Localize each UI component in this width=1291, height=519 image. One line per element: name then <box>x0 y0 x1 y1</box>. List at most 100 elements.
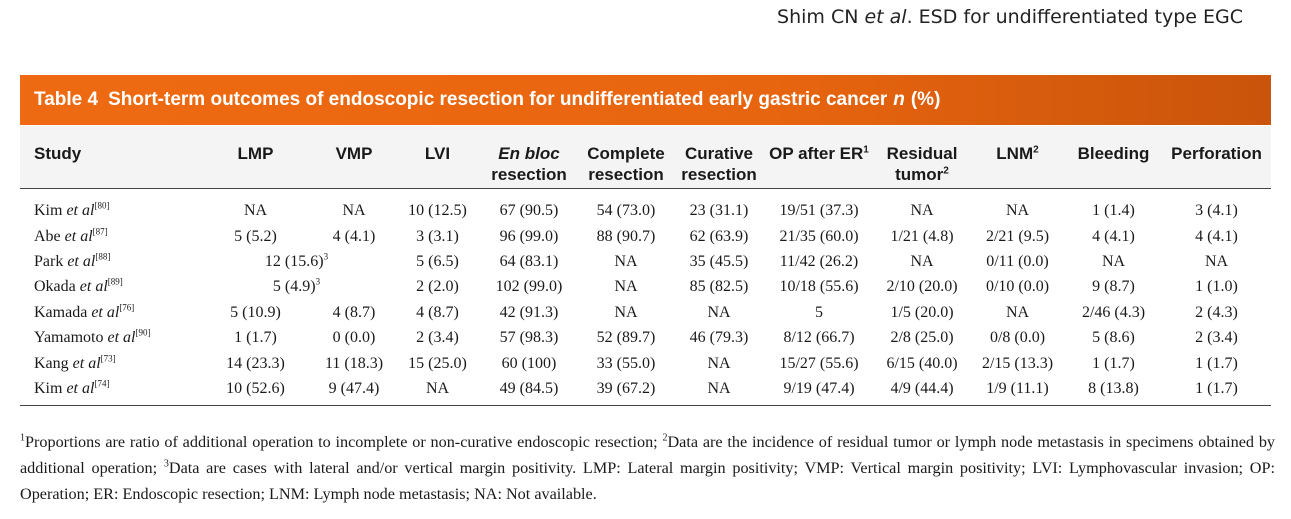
study-ref: [88] <box>95 251 111 262</box>
table-title: Short-term outcomes of endoscopic resect… <box>108 89 888 110</box>
cell-en-bloc: 64 (83.1) <box>499 252 559 270</box>
cell-op-after-er: 10/18 (55.6) <box>779 278 859 296</box>
cell-op-after-er: 8/12 (66.7) <box>783 329 855 347</box>
cell-en-bloc: 60 (100) <box>501 354 557 372</box>
study-name: Kim <box>34 202 63 220</box>
cell-study: Kim et al[80] <box>20 189 198 224</box>
cell-en-bloc: 49 (84.5) <box>499 379 559 397</box>
cell-curative: NA <box>707 354 731 372</box>
cell-vmp: 4 (8.7) <box>332 303 376 321</box>
study-etal: et al <box>66 202 95 220</box>
cell-residual: 6/15 (40.0) <box>886 354 958 372</box>
cell-lmp: NA <box>243 202 268 220</box>
cell-en-bloc: 57 (98.3) <box>499 329 559 347</box>
cell-study: Park et al[88] <box>20 249 198 274</box>
cell-lnm: 0/10 (0.0) <box>985 278 1050 296</box>
table-title-unit: (%) <box>910 89 941 110</box>
study-ref: [74] <box>94 378 110 389</box>
cell-bleeding: 4 (4.1) <box>1092 227 1135 245</box>
footnote-text-3: Data are cases with lateral and/or verti… <box>20 459 1275 503</box>
cell-residual: 2/8 (25.0) <box>890 329 954 347</box>
cell-op-after-er: 19/51 (37.3) <box>779 202 859 220</box>
cell-en-bloc: 67 (90.5) <box>499 202 559 220</box>
study-ref: [76] <box>119 302 135 313</box>
table-row: Kim et al[80] NA NA 10 (12.5) 67 (90.5) … <box>20 189 1271 224</box>
study-ref: [80] <box>94 200 110 211</box>
cell-perforation: 1 (1.7) <box>1195 354 1238 372</box>
col-header-op-after-er-sup: 1 <box>863 144 869 156</box>
cell-bleeding: NA <box>1101 252 1126 270</box>
cell-lvi: NA <box>425 379 450 397</box>
cell-lmp: 1 (1.7) <box>234 329 277 347</box>
running-head-etal: et al <box>864 6 907 28</box>
cell-lvi: 2 (3.4) <box>416 329 459 347</box>
cell-residual: 1/5 (20.0) <box>890 303 954 321</box>
outcomes-table: Study LMP VMP LVI En bloc resection Compl… <box>20 126 1271 407</box>
cell-residual: NA <box>910 252 934 270</box>
table-title-n: n <box>893 89 905 110</box>
col-header-perforation: Perforation <box>1162 126 1271 189</box>
col-header-en-bloc-line2: resection <box>491 165 567 184</box>
study-etal: et al <box>66 379 95 397</box>
cell-op-after-er: 21/35 (60.0) <box>779 227 859 245</box>
study-name: Okada <box>34 278 76 296</box>
study-etal: et al <box>107 329 136 347</box>
col-header-curative-line1: Curative <box>684 144 754 163</box>
col-header-residual: Residual tumor2 <box>874 126 970 189</box>
table-row: Park et al[88] 12 (15.6)3 5 (6.5) 64 (83… <box>20 249 1271 274</box>
table-row: Kamada et al[76] 5 (10.9) 4 (8.7) 4 (8.7… <box>20 300 1271 325</box>
cell-perforation: 2 (4.3) <box>1195 303 1238 321</box>
table-header-row: Study LMP VMP LVI En bloc resection Compl… <box>20 126 1271 189</box>
cell-curative: NA <box>707 303 731 321</box>
cell-perforation: 1 (1.0) <box>1195 278 1238 296</box>
cell-lmp: 10 (52.6) <box>226 379 285 397</box>
study-name: Kang <box>34 354 69 372</box>
cell-lnm: 0/8 (0.0) <box>989 329 1046 347</box>
cell-vmp: 9 (47.4) <box>328 379 380 397</box>
cell-lmp: 5 (5.2) <box>234 227 277 245</box>
study-name: Abe <box>34 227 61 245</box>
col-header-op-after-er-label: OP after ER <box>769 144 864 163</box>
cell-complete: 39 (67.2) <box>596 379 656 397</box>
col-header-complete-line2: resection <box>588 165 664 184</box>
cell-study: Kang et al[73] <box>20 350 198 375</box>
cell-complete: 33 (55.0) <box>596 354 656 372</box>
cell-perforation: 3 (4.1) <box>1195 202 1238 220</box>
col-header-lvi: LVI <box>395 126 480 189</box>
cell-vmp: 0 (0.0) <box>332 329 376 347</box>
col-header-op-after-er: OP after ER1 <box>764 126 874 189</box>
table-row: Abe et al[87] 5 (5.2) 4 (4.1) 3 (3.1) 96… <box>20 223 1271 248</box>
cell-lvi: 3 (3.1) <box>416 227 459 245</box>
col-header-complete: Complete resection <box>578 126 674 189</box>
cell-lmp: 14 (23.3) <box>226 354 285 372</box>
study-etal: et al <box>91 303 120 321</box>
cell-lvi: 2 (2.0) <box>416 278 459 296</box>
cell-bleeding: 9 (8.7) <box>1092 278 1135 296</box>
cell-complete: 54 (73.0) <box>596 202 656 220</box>
cell-en-bloc: 96 (99.0) <box>499 227 559 245</box>
cell-residual: 1/21 (4.8) <box>890 227 954 245</box>
cell-perforation: NA <box>1204 252 1229 270</box>
table-title-bar: Table 4 Short-term outcomes of endoscopi… <box>20 75 1271 125</box>
cell-bleeding: 1 (1.7) <box>1092 354 1135 372</box>
cell-residual: 2/10 (20.0) <box>886 278 958 296</box>
cell-vmp: 4 (4.1) <box>332 227 376 245</box>
cell-residual: 4/9 (44.4) <box>890 379 954 397</box>
cell-op-after-er: 5 <box>815 303 823 321</box>
table-footnote: 1Proportions are ratio of additional ope… <box>20 429 1275 507</box>
running-head: Shim CN et al. ESD for undifferentiated … <box>777 6 1243 28</box>
study-name: Park <box>34 252 64 270</box>
col-header-curative-line2: resection <box>681 165 757 184</box>
cell-complete: NA <box>614 278 638 296</box>
footnote-text-2: Data are the incidence of residual tumor… <box>20 433 1276 477</box>
cell-bleeding: 1 (1.4) <box>1092 202 1135 220</box>
footnote-text-1: Proportions are ratio of additional oper… <box>25 433 663 451</box>
cell-op-after-er: 9/19 (47.4) <box>783 379 855 397</box>
cell-lnm: NA <box>1005 303 1030 321</box>
study-ref: [73] <box>100 353 116 364</box>
table-number: Table 4 <box>34 89 99 110</box>
cell-op-after-er: 11/42 (26.2) <box>779 252 859 270</box>
cell-study: Kim et al[74] <box>20 376 198 406</box>
footnote-marker-1: 1 <box>20 432 25 444</box>
cell-vmp: 11 (18.3) <box>324 354 384 372</box>
